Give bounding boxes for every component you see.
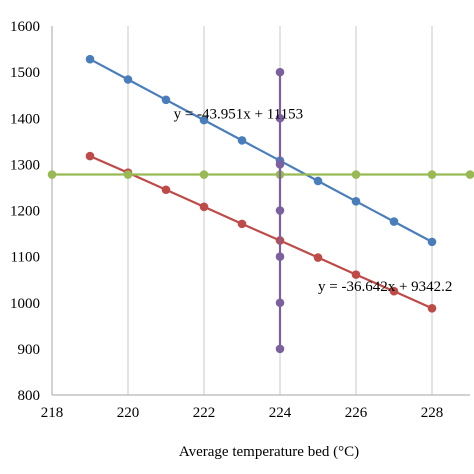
series-line-1: [89, 58, 433, 243]
series-4-point: [275, 67, 285, 77]
y-tick-label: 1300: [10, 157, 40, 173]
series-1-point: [313, 176, 323, 186]
y-tick-label: 1400: [10, 111, 40, 127]
series-1-point: [199, 115, 209, 125]
series-1-point: [161, 95, 171, 105]
series-2-point: [161, 185, 171, 195]
y-tick-label: 1600: [10, 19, 40, 35]
y-tick-label: 1500: [10, 65, 40, 81]
series-1-point: [123, 75, 133, 84]
series-layer: [47, 54, 474, 354]
series-2-point: [237, 219, 247, 229]
series-2-point: [313, 253, 323, 262]
x-tick-label: 228: [421, 405, 444, 421]
series-1-point: [85, 54, 95, 64]
series-2-point: [427, 303, 437, 313]
series-1-point: [351, 196, 361, 206]
y-tick-label: 900: [18, 342, 41, 358]
series-3-point: [427, 170, 437, 179]
trendline-equation-1: y = -43.951x + 11153: [174, 106, 304, 122]
x-tick-label: 226: [345, 405, 368, 421]
labels-layer: 800 900 1000 1100 1200 1300 1400 1500 1600 218 220…: [10, 19, 452, 460]
series-1-point: [427, 237, 437, 247]
x-tick-label: 224: [269, 405, 292, 421]
series-3-point: [465, 170, 474, 179]
x-axis-title: Average temperature bed (°C): [179, 444, 359, 460]
series-4-point: [275, 344, 285, 354]
x-tick-label: 222: [193, 405, 216, 421]
series-2-point: [85, 151, 95, 161]
series-3-point: [199, 170, 209, 179]
y-tick-label: 800: [18, 388, 41, 404]
series-3-point: [123, 170, 133, 179]
series-2-point: [389, 286, 399, 296]
x-tick-label: 220: [117, 405, 140, 421]
series-3-point: [47, 170, 57, 179]
series-4-point: [275, 298, 285, 308]
series-4-point: [275, 252, 285, 261]
series-1-point: [389, 217, 399, 226]
series-2-point: [199, 202, 209, 212]
y-tick-label: 1000: [10, 296, 40, 312]
series-3-point: [351, 170, 361, 179]
series-line-2: [89, 155, 433, 310]
x-tick-label: 218: [41, 405, 64, 421]
series-2-point: [351, 270, 361, 279]
series-4-point: [275, 206, 285, 215]
series-4-point: [275, 113, 285, 123]
axes: [51, 26, 470, 396]
series-1-point: [237, 136, 247, 145]
y-tick-label: 1100: [11, 250, 40, 266]
y-tick-label: 1200: [10, 204, 40, 220]
trendline-equation-2: y = -36.642x + 9342.2: [318, 279, 452, 295]
series-4-point: [275, 160, 285, 169]
